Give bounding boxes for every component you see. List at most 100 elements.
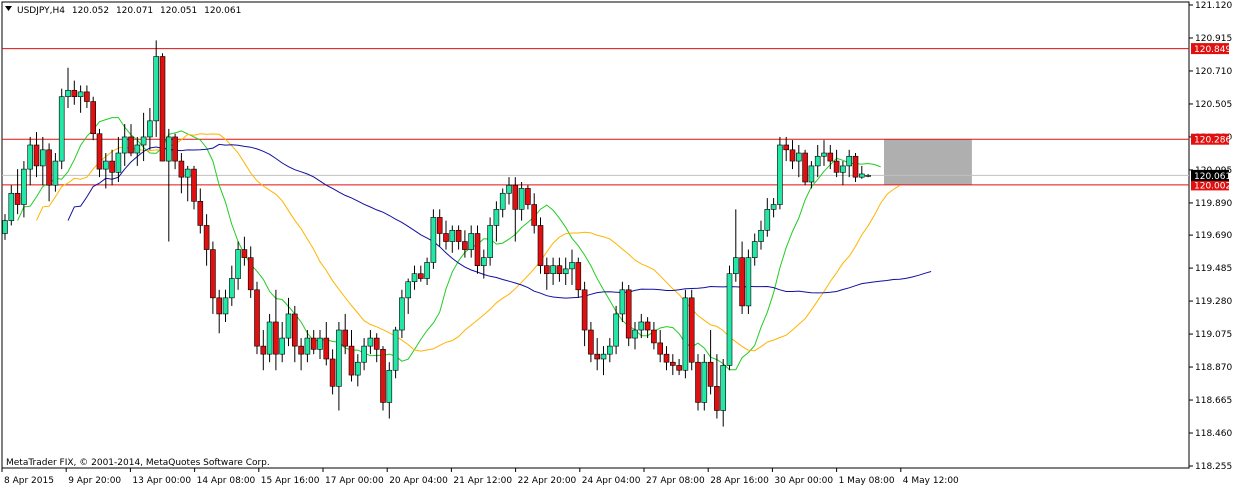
ma-line <box>36 133 900 352</box>
candle-body <box>657 342 664 355</box>
candle-body <box>21 168 27 205</box>
candle-body <box>449 229 456 242</box>
candle-body <box>714 386 720 411</box>
price-tick-label: 118.665 <box>1195 396 1232 406</box>
candle-body <box>764 209 771 231</box>
candle-body <box>858 173 865 178</box>
candle-body <box>222 297 229 315</box>
candle-body <box>720 365 727 411</box>
candle-body <box>77 91 84 98</box>
price-tick-label: 118.460 <box>1195 429 1232 439</box>
time-tick-label: 21 Apr 12:00 <box>453 476 512 486</box>
candle-body <box>556 265 563 275</box>
price-axis: 121.120120.915120.710120.505120.300120.0… <box>1189 1 1232 472</box>
candle-body <box>235 249 241 279</box>
level-badge: 120.849 <box>1194 45 1231 55</box>
candle-body <box>147 120 153 138</box>
price-tick-label: 120.915 <box>1195 34 1232 44</box>
candle-body <box>33 144 40 167</box>
consolidation-zone <box>884 139 972 185</box>
candle-body <box>46 149 52 186</box>
price-tick-label: 120.710 <box>1195 67 1232 77</box>
symbol-label: USDJPY,H4 <box>17 6 65 16</box>
candle-body <box>197 201 204 226</box>
candle-body <box>676 365 682 371</box>
candle-body <box>191 168 197 202</box>
level-badge-bg <box>1191 179 1229 191</box>
candle-body <box>58 96 65 162</box>
candle-body <box>594 353 601 360</box>
candle-body <box>103 160 109 170</box>
candle-body <box>216 297 222 315</box>
svg-text:USDJPY,H4 120.052 120.: USDJPY,H4 120.052 120.071 120.051 120.06… <box>17 6 241 16</box>
candle-body <box>827 152 834 162</box>
candle-body <box>462 241 468 250</box>
chart-dropdown-icon[interactable] <box>5 6 12 11</box>
time-tick-label: 30 Apr 00:00 <box>774 476 833 486</box>
candle-body <box>342 329 349 347</box>
price-tick-label: 119.890 <box>1195 199 1232 209</box>
candle-body <box>172 136 178 162</box>
time-tick-label: 1 May 08:00 <box>839 476 895 486</box>
candle-body <box>480 257 487 266</box>
time-tick-label: 24 Apr 04:00 <box>582 476 641 486</box>
candle-body <box>833 160 840 173</box>
candle-body <box>525 188 531 205</box>
candle-body <box>8 192 15 221</box>
time-tick-label: 4 May 12:00 <box>903 476 959 486</box>
candle-body <box>808 165 815 183</box>
candle-body <box>128 136 134 154</box>
ma-line <box>67 143 932 299</box>
candle-body <box>543 265 550 275</box>
candle-body <box>688 297 695 363</box>
candle-body <box>506 184 512 194</box>
time-tick-label: 8 Apr 2015 <box>4 476 54 486</box>
candle-body <box>581 289 588 331</box>
candle-body <box>361 345 367 363</box>
candle-body <box>852 155 859 178</box>
candle-body <box>436 217 443 234</box>
candlesticks <box>2 40 871 427</box>
candle-body <box>644 321 651 331</box>
copyright-text: MetaTrader FIX, © 2001-2014, MetaQuotes … <box>6 458 270 468</box>
candle-body <box>279 337 286 355</box>
candle-body <box>310 337 317 350</box>
candle-body <box>814 155 821 167</box>
candle-body <box>455 229 462 242</box>
candle-body <box>701 361 708 403</box>
candle-body <box>821 152 827 157</box>
candle-body <box>178 160 185 178</box>
time-tick-label: 17 Apr 00:00 <box>325 476 384 486</box>
price-tick-label: 121.120 <box>1195 1 1232 11</box>
time-tick-label: 13 Apr 00:00 <box>132 476 191 486</box>
candle-body <box>531 204 538 226</box>
candle-body <box>562 268 569 275</box>
candle-body <box>751 241 758 258</box>
level-badge: 120.286 <box>1194 136 1231 146</box>
candle-body <box>84 91 90 102</box>
candle-body <box>487 225 493 258</box>
candle-body <box>606 345 613 355</box>
candle-body <box>291 313 298 347</box>
candle-body <box>770 204 777 210</box>
candle-body <box>373 337 380 350</box>
candle-body <box>52 160 59 186</box>
candle-body <box>745 257 752 307</box>
candle-body <box>424 262 430 279</box>
candle-body <box>588 329 594 355</box>
candle-body <box>405 281 412 299</box>
candle-body <box>254 289 260 347</box>
candle-body <box>619 289 626 315</box>
candle-body <box>789 149 796 162</box>
candle-body <box>260 345 267 355</box>
price-tick-label: 119.690 <box>1195 231 1232 241</box>
candle-body <box>840 165 846 173</box>
candle-body <box>159 56 166 162</box>
candle-body <box>632 329 638 339</box>
candle-body <box>474 233 481 266</box>
candle-body <box>203 225 210 250</box>
candle-body <box>575 262 582 291</box>
candle-body <box>329 358 336 387</box>
